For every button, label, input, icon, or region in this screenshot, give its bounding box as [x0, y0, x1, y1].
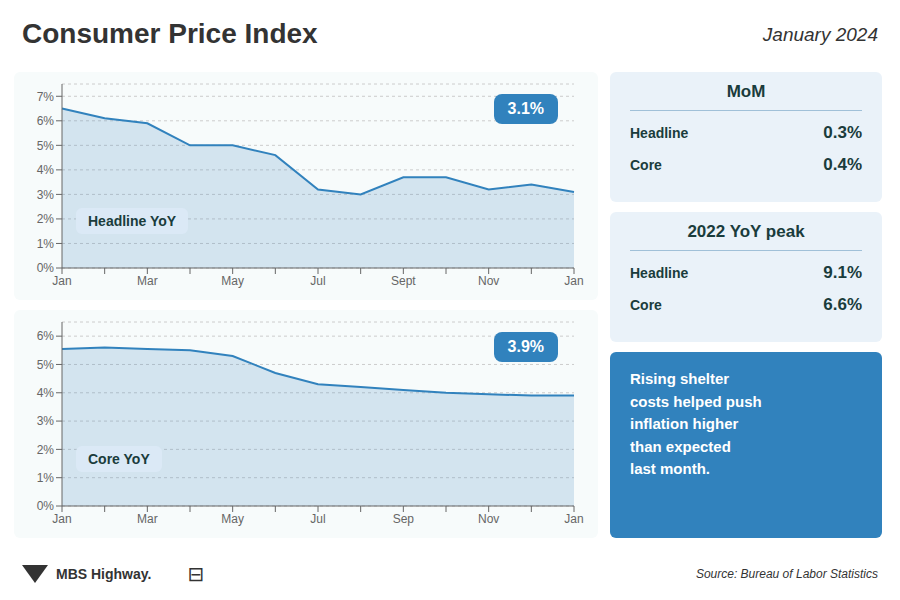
html-text:MoM: MoM	[726, 82, 766, 101]
html-text:3.1%: 3.1%	[507, 100, 544, 117]
html-text:Source: Bureau of Labor Statis: Source: Bureau of Labor Statistics	[695, 567, 878, 581]
svg-text:6%: 6%	[37, 114, 55, 128]
svg-text:Jan: Jan	[52, 274, 71, 288]
svg-text:2%: 2%	[37, 443, 55, 457]
svg-text:3%: 3%	[37, 188, 55, 202]
html-text:0.3%: 0.3%	[823, 123, 862, 142]
svg-text:5%: 5%	[37, 139, 55, 153]
svg-text:Jul: Jul	[310, 512, 325, 526]
svg-text:Jan: Jan	[52, 512, 71, 526]
svg-text:4%: 4%	[37, 163, 55, 177]
html-text:Core YoY: Core YoY	[88, 451, 150, 467]
html-text:2022 YoY peak: 2022 YoY peak	[687, 222, 805, 241]
svg-text:4%: 4%	[37, 386, 55, 400]
svg-text:May: May	[221, 512, 244, 526]
svg-text:2%: 2%	[37, 212, 55, 226]
html-text:Rising shelter costs helped pu: Rising shelter costs helped push inflati…	[630, 370, 762, 477]
html-text:Headline: Headline	[630, 125, 689, 141]
svg-text:6%: 6%	[37, 329, 55, 343]
svg-text:1%: 1%	[37, 237, 55, 251]
html-text:0.4%: 0.4%	[823, 155, 862, 174]
svg-text:0%: 0%	[37, 499, 55, 513]
html-text:3.9%: 3.9%	[507, 338, 544, 355]
html-text:MBS Highway.: MBS Highway.	[56, 566, 152, 582]
svg-text:Mar: Mar	[137, 512, 158, 526]
svg-text:May: May	[221, 274, 244, 288]
svg-text:3%: 3%	[37, 414, 55, 428]
svg-text:Nov: Nov	[478, 274, 499, 288]
html-text:Core: Core	[630, 297, 662, 313]
html-text:January 2024: January 2024	[762, 24, 878, 45]
svg-text:Jul: Jul	[310, 274, 325, 288]
svg-text:Sept: Sept	[391, 274, 416, 288]
html-text:Headline: Headline	[630, 265, 689, 281]
svg-text:Jan: Jan	[564, 274, 583, 288]
html-text:Consumer Price Index: Consumer Price Index	[22, 18, 318, 49]
svg-text:Mar: Mar	[137, 274, 158, 288]
svg-text:0%: 0%	[37, 261, 55, 275]
svg-text:Jan: Jan	[564, 512, 583, 526]
svg-text:7%: 7%	[37, 90, 55, 104]
html-text:Headline YoY: Headline YoY	[88, 213, 177, 229]
html-text:Core: Core	[630, 157, 662, 173]
svg-text:1%: 1%	[37, 471, 55, 485]
svg-text:Nov: Nov	[478, 512, 499, 526]
html-text:9.1%: 9.1%	[823, 263, 862, 282]
svg-text:5%: 5%	[37, 358, 55, 372]
svg-text:Sep: Sep	[393, 512, 415, 526]
html-text:6.6%: 6.6%	[823, 295, 862, 314]
